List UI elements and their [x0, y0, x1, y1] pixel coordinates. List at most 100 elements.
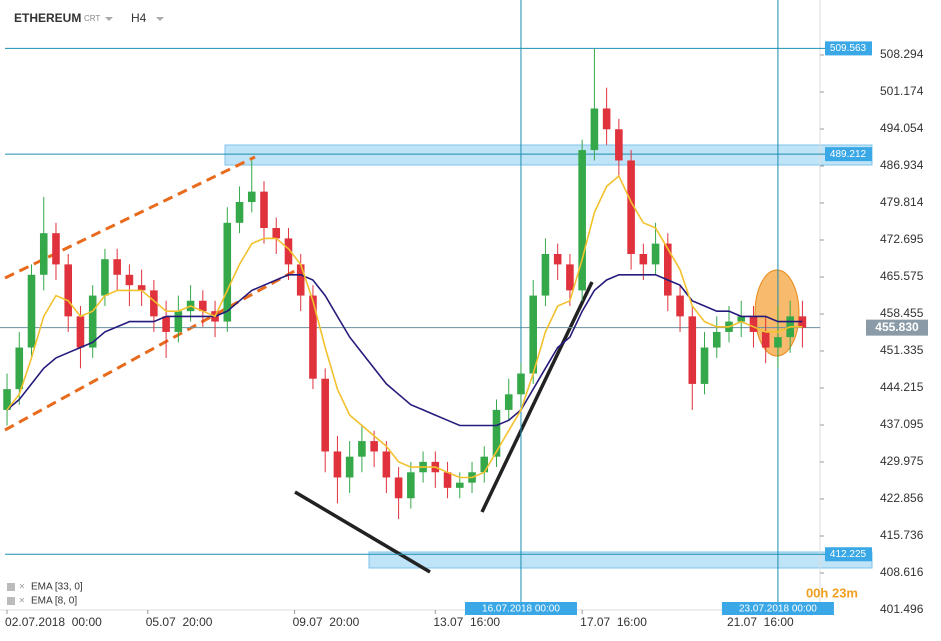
channel-line — [4, 266, 301, 432]
last-price-bg — [866, 319, 928, 336]
candle-body — [529, 295, 537, 374]
candle-body — [137, 285, 146, 291]
level-label: 489.212 — [830, 149, 867, 160]
candle-body — [700, 347, 709, 384]
time-label: 23.07.2018 00:00 — [739, 604, 817, 615]
candle-body — [602, 108, 611, 130]
level-label-bg — [825, 41, 872, 56]
x-tick-label: 17.07 16:00 — [580, 615, 647, 629]
candle-body — [150, 290, 158, 317]
candle-body — [688, 316, 697, 384]
dropdown-icon[interactable] — [105, 17, 113, 21]
candle-body — [443, 472, 452, 488]
x-tick-label: 05.07 20:00 — [146, 615, 213, 629]
legend-icon — [7, 597, 15, 605]
candle-body — [125, 274, 134, 286]
x-tick-label: 21.07 16:00 — [727, 615, 794, 629]
y-tick-label: 444.215 — [880, 380, 924, 394]
candle-body — [774, 337, 782, 348]
feed[interactable]: CRT — [84, 14, 100, 23]
candle-body — [27, 274, 36, 348]
trend-line — [480, 281, 594, 513]
candle-body — [394, 477, 403, 499]
time-label-bg — [721, 602, 834, 615]
y-tick-label: 486.934 — [880, 158, 924, 172]
candle-body — [309, 295, 317, 379]
candle-body — [88, 295, 97, 348]
candle-body — [504, 394, 513, 410]
candle-body — [321, 378, 329, 452]
channel-line — [4, 155, 256, 280]
time-label-bg — [464, 602, 577, 615]
resistance-zone — [224, 144, 873, 166]
candle-body — [798, 316, 807, 328]
candle-body — [712, 331, 721, 348]
candle-body — [407, 472, 415, 499]
candle-body — [39, 233, 48, 275]
y-tick-label: 408.616 — [880, 565, 924, 579]
candle-body — [749, 316, 758, 332]
candle-body — [101, 259, 109, 296]
candle-body — [737, 316, 746, 322]
y-tick-label: 415.736 — [880, 528, 924, 542]
level-label: 509.563 — [830, 43, 867, 54]
trend-line — [294, 490, 431, 574]
y-tick-label: 458.455 — [880, 306, 924, 320]
candle-body — [15, 347, 24, 390]
candle-body — [517, 373, 525, 395]
candle-body — [223, 222, 232, 322]
y-tick-label: 501.174 — [880, 84, 924, 98]
candle-body — [296, 264, 305, 296]
legend-label: EMA [8, 0] — [31, 596, 77, 607]
timeframe[interactable]: H4 — [131, 11, 147, 25]
candle-body — [455, 482, 464, 488]
candle-body — [52, 233, 60, 265]
legend-close: × — [19, 596, 25, 607]
candle-body — [174, 311, 183, 332]
candle-body — [627, 160, 635, 254]
legend-label: EMA [33, 0] — [31, 582, 83, 593]
legend-icon — [7, 583, 15, 591]
candle-body — [345, 456, 354, 478]
ema-line — [6, 274, 803, 427]
y-tick-label: 437.095 — [880, 417, 924, 431]
candle-body — [272, 228, 281, 239]
y-tick-label: 472.695 — [880, 232, 924, 246]
x-tick-label: 09.07 20:00 — [293, 615, 360, 629]
x-tick-label: 02.07.2018 00:00 — [5, 615, 102, 629]
candle-body — [664, 243, 672, 296]
candle-body — [651, 243, 660, 265]
symbol[interactable]: ETHEREUM — [14, 11, 81, 25]
x-tick-label: 13.07 16:00 — [433, 615, 500, 629]
y-tick-label: 451.335 — [880, 343, 924, 357]
y-tick-label: 508.294 — [880, 47, 924, 61]
candle-body — [64, 264, 73, 317]
candle-body — [247, 191, 256, 203]
countdown: 00h 23m — [806, 585, 858, 600]
candle-body — [676, 295, 684, 317]
ema-line — [6, 174, 803, 479]
candle-body — [639, 253, 648, 265]
legend-close: × — [19, 582, 25, 593]
last-price-label: 455.830 — [875, 320, 919, 334]
candle-body — [3, 389, 11, 410]
y-tick-label: 429.975 — [880, 454, 924, 468]
y-tick-label: 401.496 — [880, 602, 924, 616]
candle-body — [370, 441, 378, 452]
candle-body — [260, 191, 268, 229]
candle-body — [199, 300, 207, 312]
candle-body — [566, 264, 574, 291]
candle-body — [761, 331, 770, 348]
candle-body — [162, 316, 170, 332]
y-tick-label: 494.054 — [880, 121, 924, 135]
candle-body — [541, 253, 550, 296]
candle-body — [578, 150, 586, 291]
candle-body — [615, 129, 623, 161]
candle-body — [480, 456, 489, 473]
dropdown-icon[interactable] — [156, 17, 164, 21]
candle-body — [76, 316, 85, 348]
candle-body — [382, 451, 391, 478]
candle-body — [113, 259, 121, 275]
candle-body — [284, 238, 293, 265]
